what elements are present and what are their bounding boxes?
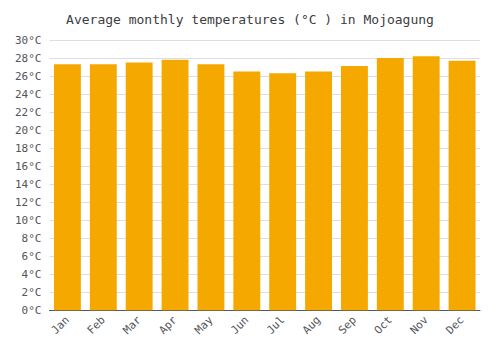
svg-text:8°C: 8°C bbox=[22, 232, 42, 245]
svg-text:Jun: Jun bbox=[228, 314, 251, 337]
svg-text:Feb: Feb bbox=[85, 314, 108, 337]
svg-text:18°C: 18°C bbox=[15, 142, 42, 155]
svg-text:26°C: 26°C bbox=[15, 70, 42, 83]
svg-text:28°C: 28°C bbox=[15, 52, 42, 65]
svg-text:22°C: 22°C bbox=[15, 106, 42, 119]
svg-text:Apr: Apr bbox=[156, 313, 179, 336]
svg-text:10°C: 10°C bbox=[15, 214, 42, 227]
svg-text:Jul: Jul bbox=[264, 314, 287, 337]
svg-text:Oct: Oct bbox=[372, 314, 395, 337]
svg-text:20°C: 20°C bbox=[15, 124, 42, 137]
svg-text:Jan: Jan bbox=[49, 314, 72, 337]
svg-text:16°C: 16°C bbox=[15, 160, 42, 173]
svg-text:May: May bbox=[192, 313, 215, 336]
svg-text:2°C: 2°C bbox=[22, 286, 42, 299]
svg-text:4°C: 4°C bbox=[22, 268, 42, 281]
svg-text:30°C: 30°C bbox=[15, 34, 42, 47]
svg-text:Nov: Nov bbox=[408, 313, 431, 336]
svg-text:14°C: 14°C bbox=[15, 178, 42, 191]
svg-text:Aug: Aug bbox=[300, 314, 323, 337]
svg-text:Mar: Mar bbox=[121, 313, 144, 336]
svg-text:Dec: Dec bbox=[443, 314, 466, 337]
svg-text:6°C: 6°C bbox=[22, 250, 42, 263]
svg-text:Average monthly temperatures (: Average monthly temperatures (°C ) in Mo… bbox=[66, 12, 434, 27]
svg-text:24°C: 24°C bbox=[15, 88, 42, 101]
svg-text:12°C: 12°C bbox=[15, 196, 42, 209]
svg-text:0°C: 0°C bbox=[22, 304, 42, 317]
svg-text:Sep: Sep bbox=[336, 314, 359, 337]
